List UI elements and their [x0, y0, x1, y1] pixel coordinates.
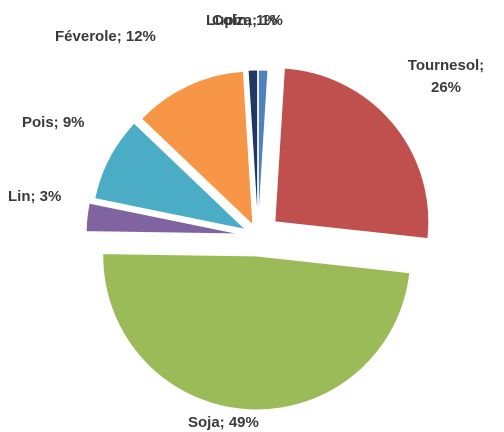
pie-slice	[85, 202, 241, 235]
data-label: Pois; 9%	[22, 114, 85, 131]
pie-slice	[140, 70, 254, 227]
data-label: Tournesol; 26%	[407, 57, 485, 96]
pie-slice	[274, 67, 430, 240]
pie-slice	[247, 69, 259, 225]
data-label: Soja; 49%	[188, 414, 259, 431]
pie-slice	[257, 69, 269, 225]
data-label: Lin; 3%	[8, 188, 62, 205]
pie-slice	[102, 253, 411, 411]
data-label: Lupin; 1%	[206, 12, 278, 29]
pie-slice	[94, 122, 248, 231]
data-label: Colza; 1%	[212, 12, 283, 29]
data-label: Féverole; 12%	[55, 28, 156, 45]
